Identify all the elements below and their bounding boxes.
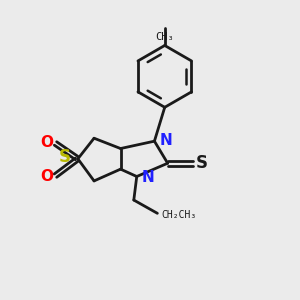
Text: N: N bbox=[142, 170, 155, 185]
Text: CH₃: CH₃ bbox=[155, 32, 174, 42]
Text: O: O bbox=[40, 135, 53, 150]
Text: N: N bbox=[159, 133, 172, 148]
Text: S: S bbox=[196, 154, 208, 172]
Text: S: S bbox=[58, 148, 70, 166]
Text: O: O bbox=[40, 169, 53, 184]
Text: CH₂CH₃: CH₂CH₃ bbox=[161, 210, 196, 220]
